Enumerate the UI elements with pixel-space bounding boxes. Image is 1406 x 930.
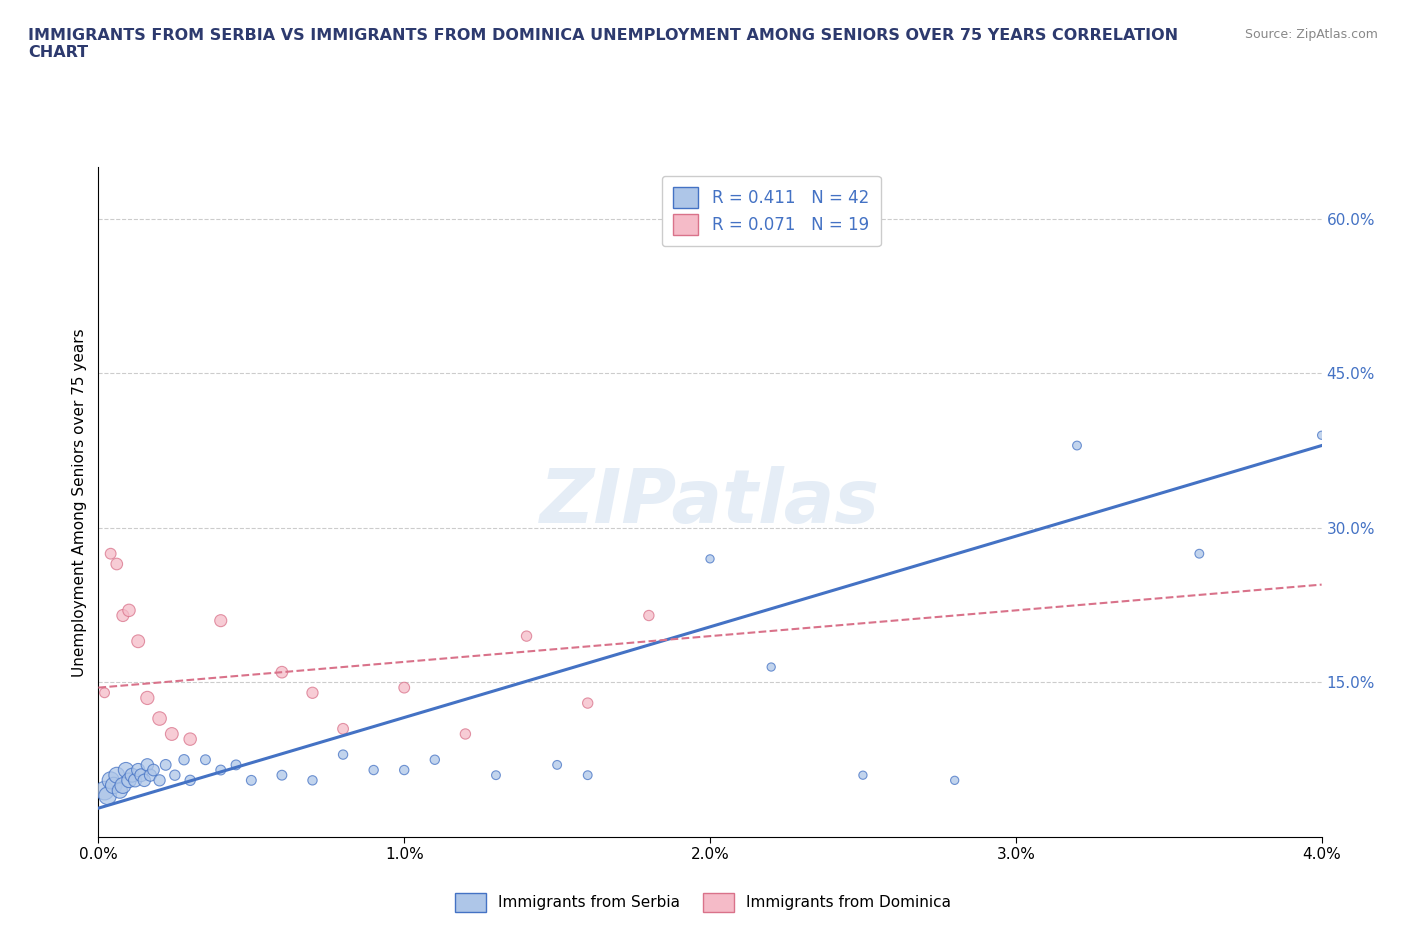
Point <box>1066 438 1088 453</box>
Point <box>209 613 232 628</box>
Point <box>173 752 195 767</box>
Point <box>97 789 120 804</box>
Point <box>943 773 966 788</box>
Point <box>546 757 568 772</box>
Point <box>105 556 128 571</box>
Point <box>105 768 128 783</box>
Point <box>93 783 115 798</box>
Point <box>163 768 186 783</box>
Point <box>454 726 477 741</box>
Point <box>100 546 122 561</box>
Point <box>103 778 125 793</box>
Point <box>108 783 131 798</box>
Point <box>576 768 599 783</box>
Point <box>129 768 152 783</box>
Point <box>118 603 141 618</box>
Point <box>115 763 138 777</box>
Point <box>179 773 201 788</box>
Legend: R = 0.411   N = 42, R = 0.071   N = 19: R = 0.411 N = 42, R = 0.071 N = 19 <box>662 176 880 246</box>
Point <box>332 722 354 737</box>
Point <box>301 773 323 788</box>
Point <box>699 551 721 566</box>
Point <box>111 778 134 793</box>
Point <box>240 773 263 788</box>
Point <box>270 768 294 783</box>
Point <box>209 763 232 777</box>
Point <box>142 763 165 777</box>
Point <box>1310 428 1333 443</box>
Text: Source: ZipAtlas.com: Source: ZipAtlas.com <box>1244 28 1378 41</box>
Point <box>225 757 247 772</box>
Point <box>392 763 416 777</box>
Point <box>139 768 162 783</box>
Point <box>149 773 172 788</box>
Point <box>160 726 183 741</box>
Point <box>516 629 538 644</box>
Point <box>111 608 134 623</box>
Point <box>759 659 782 674</box>
Point <box>100 773 122 788</box>
Point <box>485 768 508 783</box>
Point <box>179 732 201 747</box>
Point <box>136 690 159 705</box>
Text: IMMIGRANTS FROM SERBIA VS IMMIGRANTS FROM DOMINICA UNEMPLOYMENT AMONG SENIORS OV: IMMIGRANTS FROM SERBIA VS IMMIGRANTS FRO… <box>28 28 1178 60</box>
Point <box>127 763 149 777</box>
Legend: Immigrants from Serbia, Immigrants from Dominica: Immigrants from Serbia, Immigrants from … <box>449 887 957 918</box>
Point <box>1188 546 1211 561</box>
Point <box>363 763 385 777</box>
Point <box>134 773 156 788</box>
Point <box>121 768 143 783</box>
Point <box>423 752 446 767</box>
Point <box>118 773 141 788</box>
Point <box>332 747 354 762</box>
Point <box>149 711 172 726</box>
Point <box>270 665 294 680</box>
Point <box>301 685 323 700</box>
Y-axis label: Unemployment Among Seniors over 75 years: Unemployment Among Seniors over 75 years <box>72 328 87 676</box>
Point <box>852 768 875 783</box>
Point <box>127 634 149 649</box>
Point <box>93 685 115 700</box>
Point <box>637 608 661 623</box>
Point <box>136 757 159 772</box>
Point <box>392 680 416 695</box>
Point <box>194 752 217 767</box>
Point <box>124 773 146 788</box>
Point <box>155 757 177 772</box>
Text: ZIPatlas: ZIPatlas <box>540 466 880 538</box>
Point <box>576 696 599 711</box>
